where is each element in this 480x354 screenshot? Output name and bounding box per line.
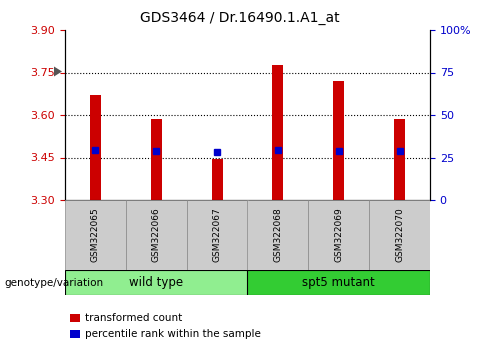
Bar [151, 119, 162, 200]
Text: GSM322070: GSM322070 [395, 208, 404, 262]
Bar [369, 200, 430, 270]
Text: GDS3464 / Dr.16490.1.A1_at: GDS3464 / Dr.16490.1.A1_at [140, 11, 340, 25]
Text: GSM322065: GSM322065 [91, 208, 100, 262]
Text: GSM322067: GSM322067 [213, 208, 222, 262]
Bar [248, 270, 430, 295]
Bar [187, 200, 248, 270]
Text: GSM322068: GSM322068 [274, 208, 282, 262]
Bar [394, 119, 405, 200]
Text: wild type: wild type [129, 276, 183, 289]
Bar [65, 270, 248, 295]
Bar [90, 95, 101, 200]
Text: percentile rank within the sample: percentile rank within the sample [85, 329, 261, 339]
Bar [333, 81, 344, 200]
Polygon shape [54, 67, 62, 76]
Bar [65, 200, 126, 270]
Text: GSM322066: GSM322066 [152, 208, 161, 262]
Text: spt5 mutant: spt5 mutant [302, 276, 375, 289]
Bar [273, 65, 283, 200]
Bar [248, 200, 308, 270]
Text: transformed count: transformed count [85, 313, 182, 323]
Bar [126, 200, 187, 270]
Bar [212, 159, 223, 200]
Text: GSM322069: GSM322069 [334, 208, 343, 262]
Bar [308, 200, 369, 270]
Text: genotype/variation: genotype/variation [5, 278, 104, 287]
